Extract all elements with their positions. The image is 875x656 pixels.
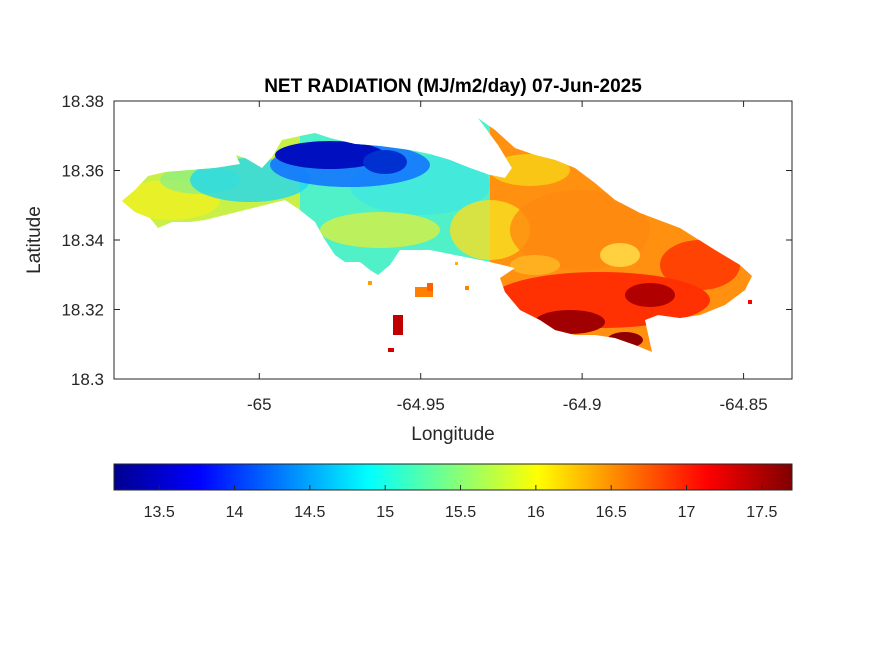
colorbar-tick-label: 15.5 bbox=[445, 504, 476, 521]
y-axis-label: Latitude bbox=[24, 206, 45, 274]
islet-small-1 bbox=[465, 286, 469, 290]
blob-orange-edge bbox=[510, 255, 560, 275]
colorbar-tick-label: 13.5 bbox=[144, 504, 175, 521]
colorbar-tick-label: 14 bbox=[226, 504, 244, 521]
blob-yellow-north bbox=[490, 154, 570, 186]
islet-small-4 bbox=[455, 262, 458, 265]
y-tick-label: 18.38 bbox=[61, 92, 104, 111]
islet-mid bbox=[415, 287, 433, 297]
colorbar-tick-label: 17.5 bbox=[746, 504, 777, 521]
blob-darkblue-2 bbox=[363, 150, 407, 174]
colorbar-tick-label: 17 bbox=[678, 504, 696, 521]
blob-darkred-2 bbox=[625, 283, 675, 307]
colorbar-tick-label: 16.5 bbox=[596, 504, 627, 521]
blob-yellow-central bbox=[450, 200, 530, 260]
chart-title: NET RADIATION (MJ/m2/day) 07-Jun-2025 bbox=[264, 76, 642, 97]
x-axis-ticks: -65 -64.95 -64.9 -64.85 bbox=[247, 101, 768, 414]
y-tick-label: 18.32 bbox=[61, 301, 104, 320]
blob-lightorange bbox=[600, 243, 640, 267]
blob-darkred-1 bbox=[535, 310, 605, 334]
x-tick-label: -64.9 bbox=[563, 395, 602, 414]
colorbar bbox=[113, 463, 793, 491]
colorbar-tick-label: 14.5 bbox=[294, 504, 325, 521]
islet-south-2 bbox=[388, 348, 394, 352]
x-tick-label: -64.95 bbox=[397, 395, 445, 414]
blob-lightgreen bbox=[320, 212, 440, 248]
x-tick-label: -65 bbox=[247, 395, 272, 414]
x-tick-label: -64.85 bbox=[719, 395, 767, 414]
y-tick-label: 18.34 bbox=[61, 231, 104, 250]
islet-small-2 bbox=[368, 281, 372, 285]
colorbar-tick-label: 15 bbox=[376, 504, 394, 521]
islet-small-3 bbox=[748, 300, 752, 304]
islet-mid-2 bbox=[427, 283, 433, 291]
colorbar-tick-label: 16 bbox=[527, 504, 545, 521]
blob-darkblue bbox=[275, 141, 385, 169]
y-tick-label: 18.36 bbox=[61, 162, 104, 181]
colorbar-ticks: 13.5 14 14.5 15 15.5 16 16.5 17 17.5 bbox=[144, 485, 778, 521]
islet-south bbox=[393, 315, 403, 335]
x-axis-label: Longitude bbox=[411, 424, 494, 445]
y-tick-label: 18.3 bbox=[71, 370, 104, 389]
y-axis-ticks: 18.3 18.32 18.34 18.36 18.38 bbox=[61, 92, 792, 389]
